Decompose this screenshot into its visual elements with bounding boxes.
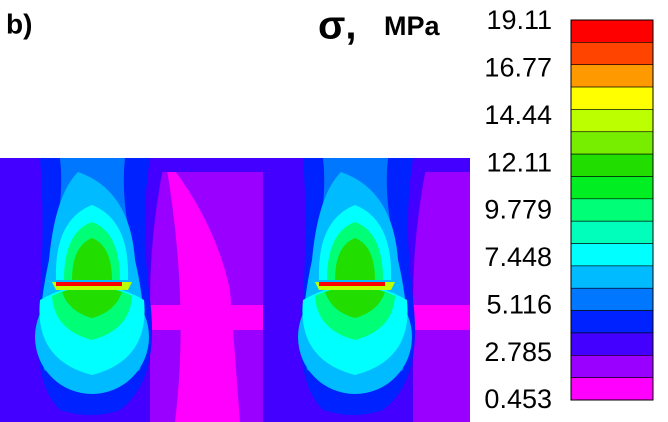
- colorbar-label: 2.785: [484, 337, 552, 367]
- colorbar-band: [570, 243, 654, 267]
- colorbar-label: 5.116: [486, 289, 552, 319]
- colorbar-frame: [570, 19, 654, 401]
- colorbar-band: [570, 332, 654, 356]
- colorbar-band: [570, 19, 654, 43]
- colorbar-label: 9.779: [484, 195, 552, 225]
- colorbar-band: [570, 287, 654, 311]
- colorbar-band: [570, 176, 654, 200]
- colorbar-band: [570, 109, 654, 133]
- colorbar-label: 16.77: [484, 53, 552, 83]
- colorbar-label: 14.44: [484, 100, 552, 130]
- colorbar-band: [570, 64, 654, 88]
- quantity-symbol: σ,: [318, 4, 356, 48]
- colorbar-band: [570, 42, 654, 66]
- colorbar-band: [570, 354, 654, 378]
- colorbar-band: [570, 220, 654, 244]
- colorbar-band: [570, 198, 654, 222]
- colorbar-band: [570, 131, 654, 155]
- colorbar-band: [570, 86, 654, 110]
- colorbar-band: [570, 377, 654, 401]
- colorbar-label: 19.11: [486, 5, 552, 35]
- colorbar-label: 7.448: [484, 242, 552, 272]
- colorbar-label: 12.11: [486, 147, 552, 177]
- colorbar-band: [570, 265, 654, 289]
- colorbar-label: 0.453: [484, 384, 552, 414]
- unit-label: MPa: [384, 11, 441, 41]
- panel-label: b): [6, 8, 32, 39]
- colorbar-band: [570, 153, 654, 177]
- contour-field: [0, 158, 470, 422]
- colorbar-band: [570, 310, 654, 334]
